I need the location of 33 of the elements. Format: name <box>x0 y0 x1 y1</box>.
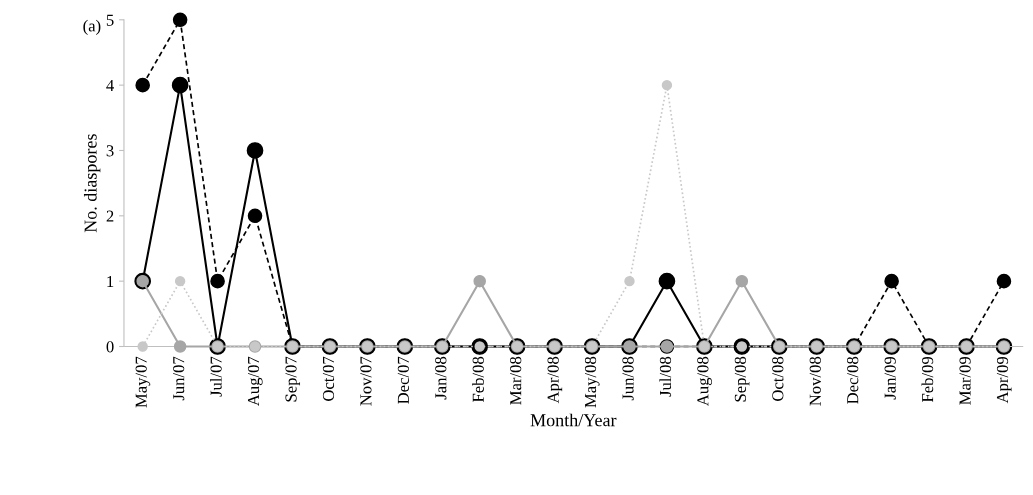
x-tick-label: Jul/08 <box>659 356 672 397</box>
x-tick-label: Dec/07 <box>397 356 409 404</box>
x-tick-label: Jan/08 <box>435 356 447 400</box>
x-tick-label: Feb/08 <box>472 356 484 403</box>
y-tick-label: 2 <box>106 210 114 222</box>
y-tick-label: 1 <box>107 275 114 287</box>
x-tick-label: Jan/09 <box>884 356 896 400</box>
x-tick-label: Apr/08 <box>547 356 563 404</box>
x-tick-label: May/08 <box>584 356 600 408</box>
x-tick-label: Feb/09 <box>921 356 934 403</box>
x-tick-label: Sep/07 <box>285 356 301 402</box>
x-tick-label: May/07 <box>135 356 151 408</box>
x-axis-title: Month/Year <box>530 413 617 427</box>
x-tick-label: Oct/08 <box>772 356 784 401</box>
x-tick-label: Jun/07 <box>173 356 185 401</box>
x-tick-label: Oct/07 <box>322 356 335 401</box>
x-tick-label: Nov/08 <box>809 356 821 406</box>
x-tick-label: Apr/09 <box>996 356 1012 404</box>
x-tick-label: Mar/08 <box>510 356 522 405</box>
y-tick-label: 5 <box>106 14 114 26</box>
text: (a) <box>83 19 101 35</box>
y-axis-title: No. diaspores <box>83 134 101 233</box>
x-tick-label: Nov/07 <box>360 356 372 406</box>
y-tick-label: 0 <box>106 341 114 353</box>
x-tick-label: Sep/08 <box>734 356 750 402</box>
x-tick-label: Aug/07 <box>247 356 263 407</box>
x-tick-label: Aug/08 <box>697 356 712 407</box>
y-tick-label: 4 <box>106 79 114 91</box>
x-tick-label: Jun/08 <box>622 356 634 401</box>
x-tick-label: Mar/09 <box>959 356 971 405</box>
x-tick-label: Jul/07 <box>210 356 222 397</box>
x-tick-label: Dec/08 <box>847 356 859 404</box>
y-tick-label: 3 <box>106 145 114 157</box>
